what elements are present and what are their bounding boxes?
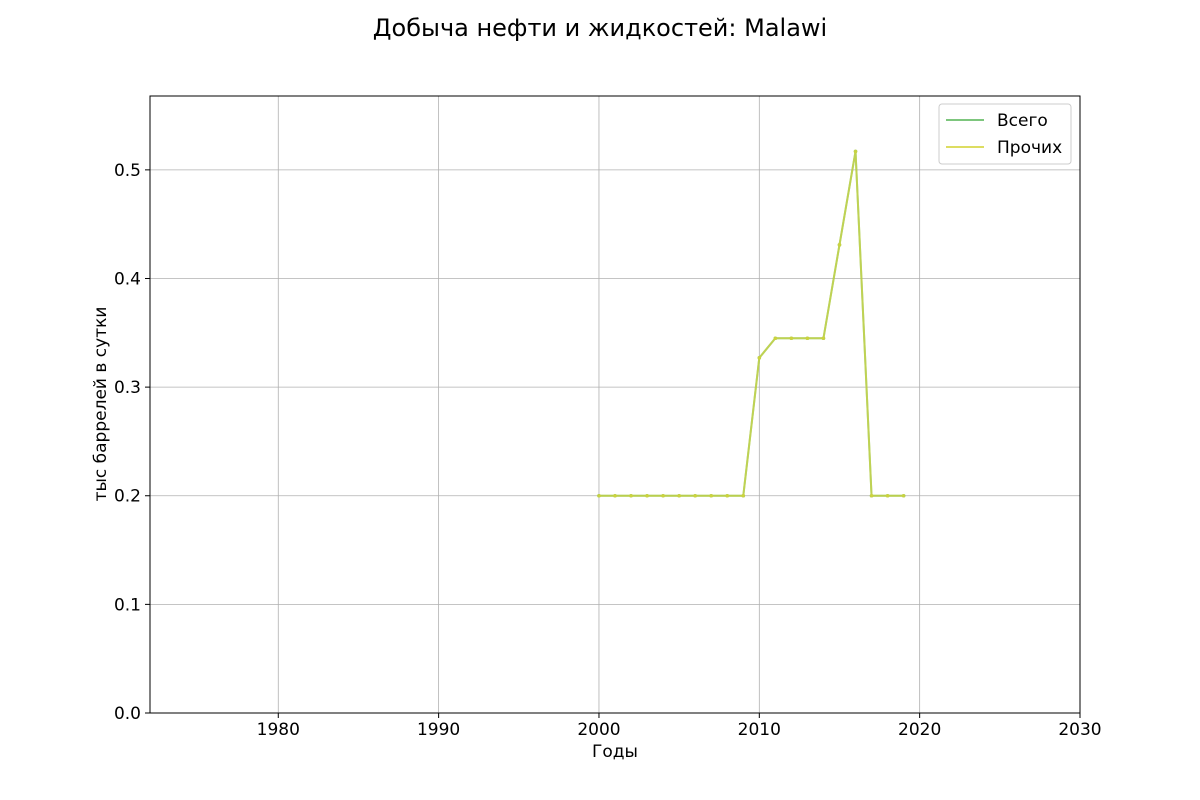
y-tick-label: 0.3 — [114, 378, 141, 398]
legend-label: Прочих — [997, 138, 1062, 158]
y-axis-label: тыс баррелей в сутки — [91, 307, 111, 502]
data-point — [741, 493, 746, 498]
x-tick-label: 2000 — [577, 720, 620, 740]
grid — [150, 96, 1081, 714]
data-point — [789, 336, 794, 341]
plot-frame — [149, 95, 1081, 714]
data-point — [853, 149, 858, 154]
x-tick-label: 2010 — [738, 720, 781, 740]
y-tick-label: 0.4 — [114, 269, 141, 289]
x-tick-label: 2030 — [1058, 720, 1101, 740]
data-point — [613, 493, 617, 498]
x-axis-label: Годы — [592, 742, 638, 762]
data-point — [821, 336, 826, 341]
y-tick-label: 0.5 — [114, 161, 141, 181]
x-tick-label: 2020 — [898, 720, 941, 740]
chart-title: Добыча нефти и жидкостей: Malawi — [373, 14, 827, 42]
data-point — [661, 493, 665, 498]
data-point — [645, 493, 649, 498]
y-tick-label: 0.2 — [114, 487, 141, 507]
x-tick-label: 1990 — [417, 720, 460, 740]
data-point — [677, 493, 681, 498]
legend: Всего Прочих — [938, 103, 1072, 165]
data-point — [693, 493, 697, 498]
y-tick-label: 0.1 — [114, 595, 141, 615]
data-point — [725, 493, 730, 498]
data-point — [869, 493, 874, 498]
ticks: 1980 1990 2000 2010 2020 2030 0.0 0.1 0.2 0.3 0.4 0… — [114, 161, 1102, 740]
data-point — [901, 493, 906, 498]
data-point — [629, 493, 633, 498]
data-point — [885, 493, 890, 498]
x-tick-label: 1980 — [257, 720, 300, 740]
data-point — [597, 493, 601, 498]
legend-label: Всего — [997, 111, 1048, 131]
data-point — [773, 336, 778, 341]
data-point — [709, 493, 714, 498]
data-point — [837, 243, 842, 247]
data-point — [757, 355, 762, 360]
y-tick-label: 0.0 — [114, 704, 141, 724]
data-point — [805, 336, 810, 341]
series-line — [598, 151, 904, 497]
series-layer — [597, 149, 906, 498]
